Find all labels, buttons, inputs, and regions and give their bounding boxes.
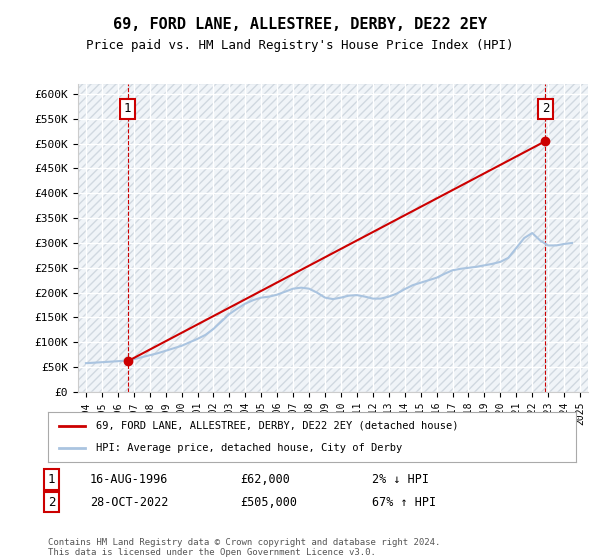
Text: 1: 1	[124, 102, 131, 115]
Text: 67% ↑ HPI: 67% ↑ HPI	[372, 496, 436, 508]
Text: £505,000: £505,000	[240, 496, 297, 508]
Text: 69, FORD LANE, ALLESTREE, DERBY, DE22 2EY (detached house): 69, FORD LANE, ALLESTREE, DERBY, DE22 2E…	[95, 421, 458, 431]
Text: Contains HM Land Registry data © Crown copyright and database right 2024.
This d: Contains HM Land Registry data © Crown c…	[48, 538, 440, 557]
Text: 2% ↓ HPI: 2% ↓ HPI	[372, 473, 429, 486]
Text: 28-OCT-2022: 28-OCT-2022	[90, 496, 169, 508]
Text: HPI: Average price, detached house, City of Derby: HPI: Average price, detached house, City…	[95, 443, 402, 453]
Text: Price paid vs. HM Land Registry's House Price Index (HPI): Price paid vs. HM Land Registry's House …	[86, 39, 514, 52]
Text: 16-AUG-1996: 16-AUG-1996	[90, 473, 169, 486]
Text: 1: 1	[48, 473, 56, 486]
Text: 2: 2	[542, 102, 549, 115]
Text: 69, FORD LANE, ALLESTREE, DERBY, DE22 2EY: 69, FORD LANE, ALLESTREE, DERBY, DE22 2E…	[113, 17, 487, 32]
Text: £62,000: £62,000	[240, 473, 290, 486]
Text: 2: 2	[48, 496, 56, 508]
